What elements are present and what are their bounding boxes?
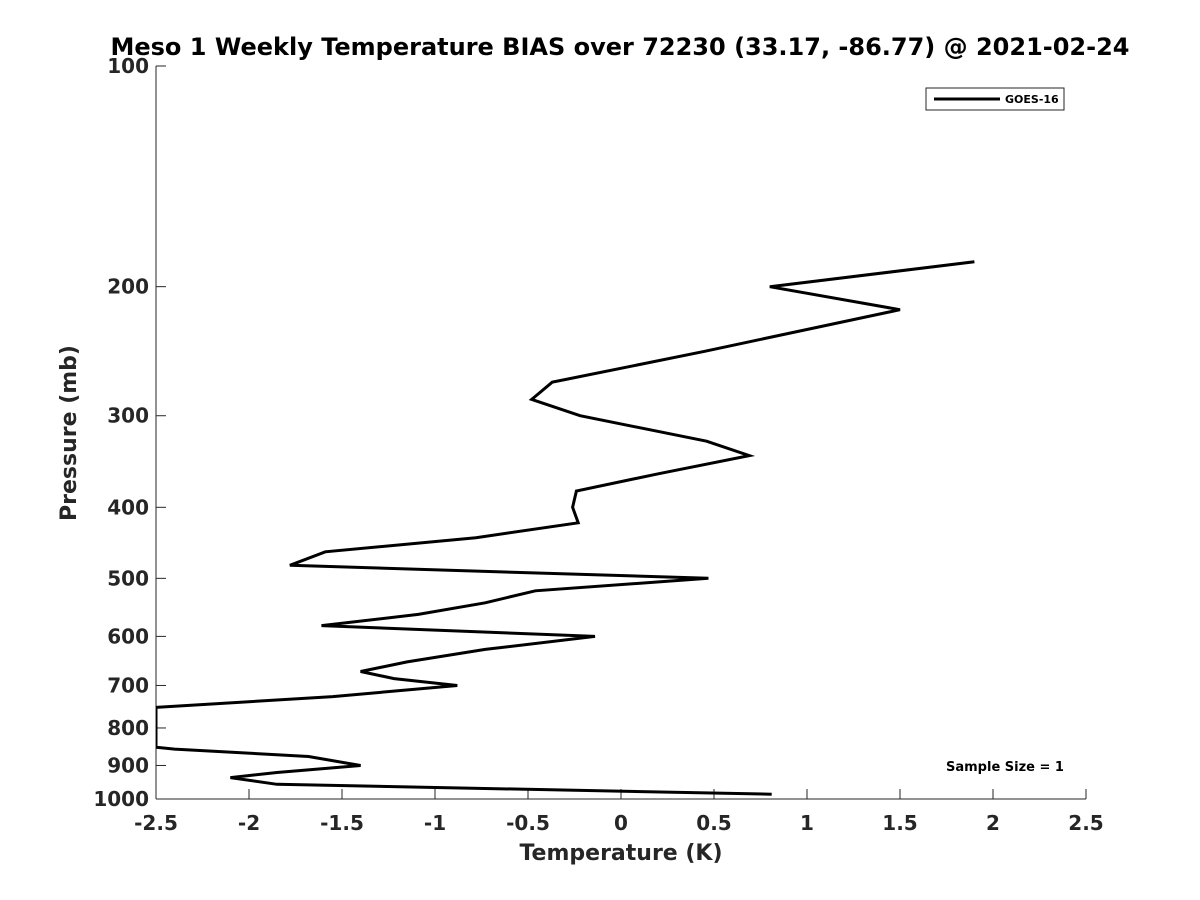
x-tick-label: -2.5 <box>134 811 178 835</box>
y-tick-label: 800 <box>107 716 149 740</box>
legend-label: GOES-16 <box>1005 93 1059 106</box>
y-axis-label: Pressure (mb) <box>57 345 82 521</box>
x-axis-label: Temperature (K) <box>519 841 722 866</box>
legend: GOES-16 <box>925 87 1065 111</box>
x-tick-label: 2.5 <box>1068 811 1103 835</box>
x-tick-label: -1 <box>424 811 446 835</box>
x-tick-label: 0.5 <box>696 811 731 835</box>
x-axis-ticks: -2.5 -2 -1.5 -1 -0.5 0 0.5 1 1.5 2 2.5 <box>134 789 1104 835</box>
chart-title: Meso 1 Weekly Temperature BIAS over 7223… <box>110 33 1129 61</box>
x-tick-label: 2 <box>986 811 1000 835</box>
y-tick-label: 900 <box>107 753 149 777</box>
sample-size-annotation: Sample Size = 1 <box>946 760 1064 775</box>
y-tick-label: 1000 <box>93 787 149 811</box>
y-tick-label: 400 <box>107 495 149 519</box>
y-tick-label: 700 <box>107 673 149 697</box>
y-tick-label: 300 <box>107 404 149 428</box>
x-tick-label: -2 <box>238 811 260 835</box>
x-tick-label: 0 <box>614 811 628 835</box>
y-tick-label: 100 <box>107 54 149 78</box>
x-tick-label: 1 <box>800 811 814 835</box>
y-tick-label: 600 <box>107 624 149 648</box>
x-tick-label: 1.5 <box>882 811 917 835</box>
y-tick-label: 200 <box>107 275 149 299</box>
x-tick-label: -1.5 <box>320 811 364 835</box>
series-line <box>156 260 975 796</box>
y-tick-label: 500 <box>107 566 149 590</box>
x-tick-label: -0.5 <box>506 811 550 835</box>
y-axis-ticks: 100 200 300 400 500 600 700 800 900 1000 <box>93 54 166 811</box>
series-layer <box>156 260 975 796</box>
